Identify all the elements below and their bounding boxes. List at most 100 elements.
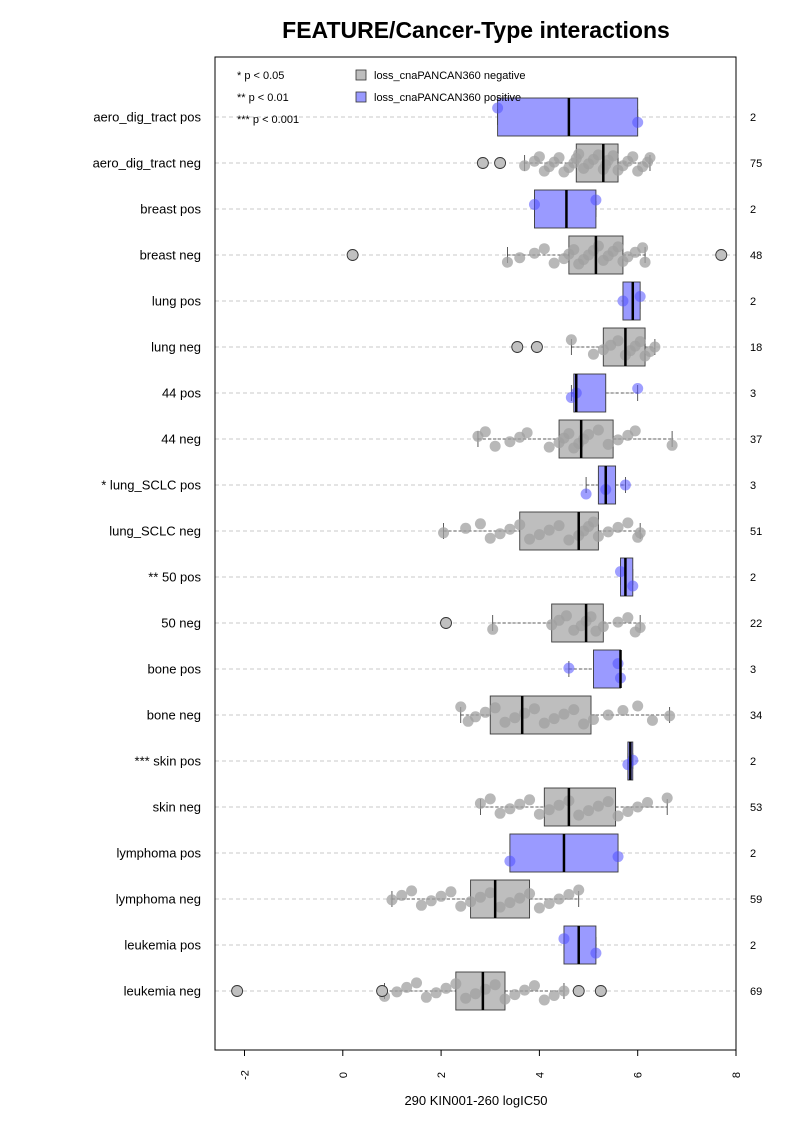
data-point: [543, 441, 555, 453]
data-point: [664, 710, 676, 722]
data-point: [528, 247, 540, 259]
data-point: [565, 334, 577, 346]
x-tick-label: 0: [338, 1072, 350, 1078]
legend-swatch-positive: [355, 91, 367, 103]
data-point: [558, 708, 570, 720]
data-point: [504, 436, 516, 448]
count-label: 2: [750, 204, 756, 216]
chart-title: FEATURE/Cancer-Type interactions: [282, 17, 670, 43]
data-point: [479, 983, 491, 995]
data-point: [587, 348, 599, 360]
data-point: [627, 151, 639, 163]
outlier-point: [594, 985, 607, 997]
data-point: [587, 714, 599, 725]
data-point: [548, 257, 560, 269]
data-point: [519, 984, 531, 996]
data-point: [612, 521, 624, 533]
data-point: [632, 116, 644, 128]
data-point: [634, 622, 646, 633]
data-point: [592, 424, 604, 436]
legend-label-negative: loss_cnaPANCAN360 negative: [374, 70, 525, 82]
data-point: [514, 252, 526, 264]
count-label: 2: [750, 296, 756, 308]
category-label: bone pos: [148, 662, 202, 677]
data-point: [543, 898, 555, 909]
data-point: [484, 793, 496, 805]
count-label: 3: [750, 388, 756, 400]
data-point: [629, 425, 641, 437]
outlier-point: [530, 341, 543, 353]
category-label: 44 neg: [161, 432, 201, 447]
data-point: [666, 439, 678, 451]
data-point: [514, 892, 526, 904]
data-point: [494, 528, 506, 540]
data-point: [622, 612, 634, 624]
data-point: [597, 621, 609, 633]
count-label: 75: [750, 158, 762, 170]
data-point: [649, 341, 661, 353]
box: [593, 649, 621, 689]
data-point: [528, 199, 540, 210]
category-label: breast pos: [140, 202, 201, 217]
outlier-point: [440, 617, 452, 629]
data-point: [661, 792, 673, 804]
data-point: [519, 160, 531, 172]
count-label: 2: [750, 940, 756, 952]
data-point: [592, 240, 604, 252]
data-point: [634, 291, 646, 302]
data-point: [639, 256, 651, 268]
data-point: [479, 706, 491, 718]
data-point: [489, 702, 501, 714]
data-point: [563, 889, 575, 900]
data-point: [460, 992, 472, 1004]
data-point: [504, 897, 516, 909]
data-point: [612, 851, 624, 863]
data-point: [568, 704, 580, 716]
data-point: [504, 855, 516, 867]
data-point: [548, 990, 560, 1001]
count-label: 59: [750, 894, 762, 906]
count-label: 2: [750, 848, 756, 860]
data-point: [435, 890, 447, 902]
category-label: bone neg: [147, 708, 201, 723]
data-point: [543, 524, 555, 536]
legend-swatch-negative: [355, 69, 367, 81]
data-point: [592, 530, 604, 542]
data-point: [592, 149, 604, 161]
data-point: [538, 994, 550, 1006]
data-point: [632, 383, 644, 394]
data-point: [411, 977, 423, 989]
count-label: 53: [750, 802, 762, 814]
data-point: [521, 427, 533, 439]
data-point: [524, 533, 536, 545]
x-tick-label: 4: [534, 1072, 546, 1078]
data-point: [573, 148, 585, 160]
legend-label-positive: loss_cnaPANCAN360 positive: [374, 92, 521, 104]
count-label: 37: [750, 434, 762, 446]
data-point: [560, 610, 572, 622]
data-point: [524, 888, 536, 900]
data-point: [504, 803, 516, 815]
data-point: [474, 518, 486, 530]
category-label: aero_dig_tract neg: [93, 156, 201, 171]
x-tick-label: 6: [633, 1072, 645, 1078]
data-point: [558, 933, 570, 945]
category-label: ** 50 pos: [148, 570, 201, 585]
category-label: lung pos: [152, 294, 202, 309]
count-label: 2: [750, 572, 756, 584]
data-point: [406, 885, 418, 897]
category-label: * lung_SCLC pos: [101, 478, 201, 493]
data-point: [425, 895, 437, 907]
data-point: [637, 242, 649, 254]
data-point: [612, 434, 624, 446]
outlier-point: [231, 985, 244, 997]
data-point: [420, 991, 432, 1003]
data-point: [644, 152, 656, 164]
data-point: [494, 901, 506, 913]
data-point: [612, 810, 624, 822]
category-label: breast neg: [140, 248, 201, 263]
data-point: [563, 534, 575, 546]
data-point: [612, 658, 624, 670]
data-point: [607, 150, 619, 162]
